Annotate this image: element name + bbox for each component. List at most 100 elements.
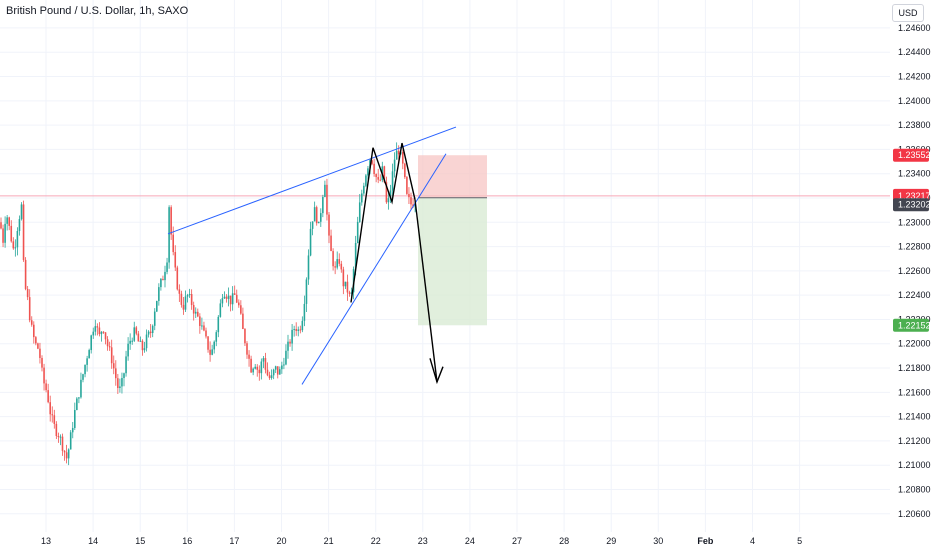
candle-body: [270, 375, 273, 379]
take-profit-zone: [418, 197, 487, 326]
candle-body: [78, 397, 80, 399]
candle-body: [119, 386, 121, 389]
candle-body: [139, 340, 142, 342]
candle-body: [322, 196, 324, 214]
time-tick-label: 17: [229, 536, 239, 546]
time-tick-label: 28: [559, 536, 569, 546]
candle-body: [59, 436, 62, 438]
candle-body: [49, 402, 51, 415]
candle-body: [356, 221, 359, 243]
candle-body: [106, 339, 109, 347]
candle-body: [178, 289, 181, 294]
candle-body: [231, 293, 234, 305]
candle-body: [238, 302, 240, 306]
candle-body: [30, 320, 33, 325]
candle-body: [203, 325, 205, 331]
candle-body: [180, 293, 183, 305]
candle-body: [365, 175, 367, 186]
candle-body: [262, 358, 265, 362]
candle-body: [176, 267, 179, 290]
candle-body: [244, 328, 246, 344]
candle-body: [67, 449, 70, 459]
candle-body: [371, 160, 373, 164]
candle-body: [199, 316, 201, 326]
time-axis[interactable]: 13 14 15 16 17 20 21 22 23 24 27 28 29 30 Feb 4 5: [41, 536, 802, 546]
time-tick-label: 20: [276, 536, 286, 546]
candle-body: [110, 347, 113, 364]
trend-drawings[interactable]: [167, 126, 457, 385]
price-tick-label: 1.21400: [898, 412, 931, 422]
candle-body: [248, 354, 250, 359]
candle-body: [8, 217, 10, 226]
candle-body: [256, 366, 259, 370]
candle-body: [252, 368, 254, 373]
time-tick-label: 29: [606, 536, 616, 546]
candle-body: [74, 410, 76, 428]
short-position-tool[interactable]: [418, 155, 487, 326]
currency-button[interactable]: USD: [892, 4, 924, 22]
candle-body: [209, 349, 211, 355]
candle-body: [385, 182, 388, 203]
entry-price-label: 1.23202: [898, 200, 931, 210]
candle-body: [112, 363, 115, 369]
candle-body: [299, 329, 302, 331]
candle-body: [69, 432, 72, 450]
candle-body: [311, 221, 314, 229]
price-tick-label: 1.24200: [898, 72, 931, 82]
candle-body: [12, 241, 15, 249]
candle-body: [264, 358, 267, 370]
price-tick-label: 1.21200: [898, 436, 931, 446]
candle-body: [293, 329, 295, 331]
candle-body: [57, 436, 60, 438]
candle-body: [377, 177, 379, 180]
candle-body: [389, 190, 392, 199]
candle-body: [281, 365, 283, 370]
candle-body: [336, 259, 338, 268]
candle-body: [98, 327, 101, 335]
candle-body: [201, 325, 203, 327]
candle-body: [315, 207, 318, 224]
candle-body: [168, 207, 170, 263]
candle-body: [90, 335, 92, 351]
time-tick-label: 30: [653, 536, 663, 546]
candle-body: [367, 168, 369, 176]
candle-body: [406, 177, 408, 194]
candle-body: [397, 150, 400, 155]
candle-body: [301, 320, 304, 331]
price-tick-label: 1.21800: [898, 363, 931, 373]
candle-body: [227, 295, 230, 299]
candle-body: [334, 266, 336, 268]
candle-body: [127, 343, 129, 357]
candle-body: [412, 204, 414, 207]
candle-body: [149, 331, 152, 334]
price-tick-label: 1.24400: [898, 47, 931, 57]
candle-body: [166, 262, 168, 272]
candle-body: [246, 343, 248, 355]
candle-body: [346, 281, 349, 293]
candle-body: [63, 450, 66, 453]
candle-body: [65, 452, 68, 459]
candle-body: [338, 259, 341, 264]
candle-body: [151, 325, 154, 334]
candle-body: [408, 193, 410, 198]
candle-body: [43, 367, 45, 384]
candle-body: [285, 350, 287, 365]
price-axis[interactable]: 1.246001.244001.242001.240001.238001.236…: [898, 23, 931, 519]
candle-body: [268, 375, 271, 379]
price-tick-label: 1.21600: [898, 387, 931, 397]
target-price-label: 1.22152: [898, 320, 931, 330]
current-price-label: 1.23217: [898, 191, 931, 201]
time-tick-label: 13: [41, 536, 51, 546]
candle-body: [192, 304, 195, 314]
candle-body: [233, 293, 236, 295]
time-tick-label: 27: [512, 536, 522, 546]
time-tick-label: 4: [750, 536, 755, 546]
candle-body: [156, 300, 158, 312]
candle-body: [188, 294, 191, 296]
stop-price-label: 1.23552: [898, 150, 931, 160]
candle-body: [174, 252, 177, 268]
candle-body: [39, 348, 41, 358]
candle-body: [373, 163, 375, 175]
